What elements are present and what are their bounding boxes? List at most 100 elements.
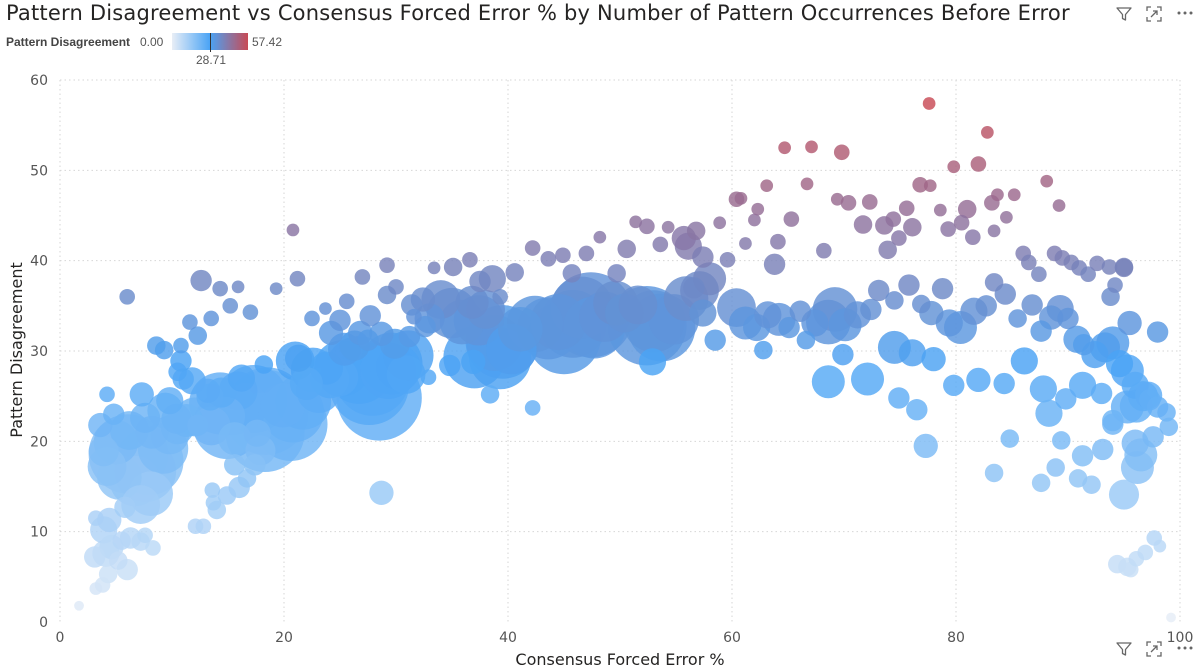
data-point[interactable]	[652, 236, 669, 253]
data-point[interactable]	[129, 382, 154, 407]
data-point[interactable]	[439, 354, 461, 377]
data-point[interactable]	[639, 218, 655, 235]
data-point[interactable]	[224, 454, 246, 476]
data-point[interactable]	[1007, 188, 1021, 202]
data-point[interactable]	[89, 582, 103, 595]
data-point[interactable]	[984, 273, 1004, 292]
data-point[interactable]	[1031, 266, 1047, 283]
data-point[interactable]	[898, 200, 915, 217]
data-point[interactable]	[156, 387, 184, 415]
data-point[interactable]	[953, 214, 970, 231]
data-point[interactable]	[931, 277, 954, 300]
data-point[interactable]	[860, 298, 882, 321]
data-point[interactable]	[540, 251, 557, 267]
data-point[interactable]	[231, 280, 245, 294]
data-point[interactable]	[912, 176, 928, 193]
data-point[interactable]	[903, 217, 922, 237]
data-point[interactable]	[923, 179, 937, 193]
data-point[interactable]	[173, 337, 189, 354]
data-point[interactable]	[204, 482, 221, 498]
data-point[interactable]	[218, 422, 252, 456]
data-point[interactable]	[289, 270, 306, 287]
data-point[interactable]	[975, 295, 997, 317]
data-point[interactable]	[1092, 438, 1114, 461]
data-point[interactable]	[1166, 612, 1176, 623]
data-point[interactable]	[638, 348, 667, 376]
data-point[interactable]	[480, 385, 500, 404]
data-point[interactable]	[1029, 375, 1057, 403]
data-point[interactable]	[1072, 333, 1095, 356]
data-point[interactable]	[1052, 431, 1071, 450]
data-point[interactable]	[99, 386, 115, 403]
data-point[interactable]	[88, 436, 119, 467]
data-point[interactable]	[970, 156, 987, 172]
data-point[interactable]	[406, 308, 422, 325]
data-point[interactable]	[1107, 277, 1123, 293]
data-point[interactable]	[1080, 266, 1096, 283]
data-point[interactable]	[778, 141, 791, 155]
data-point[interactable]	[188, 326, 208, 345]
data-point[interactable]	[524, 400, 541, 416]
data-point[interactable]	[947, 160, 961, 174]
data-point[interactable]	[1157, 403, 1176, 422]
data-point[interactable]	[800, 177, 814, 191]
data-point[interactable]	[112, 531, 131, 550]
data-point[interactable]	[1101, 259, 1118, 275]
data-point[interactable]	[981, 126, 994, 139]
data-point[interactable]	[861, 194, 878, 210]
data-point[interactable]	[269, 282, 283, 296]
data-point[interactable]	[1040, 174, 1054, 188]
filter-icon[interactable]	[1116, 6, 1132, 25]
data-point[interactable]	[388, 279, 404, 295]
data-point[interactable]	[1021, 254, 1037, 271]
data-point[interactable]	[1055, 388, 1077, 410]
data-point[interactable]	[734, 191, 748, 205]
data-point[interactable]	[1089, 255, 1105, 272]
data-point[interactable]	[1057, 307, 1079, 330]
data-point[interactable]	[359, 305, 381, 327]
data-point[interactable]	[891, 230, 907, 246]
data-point[interactable]	[187, 518, 204, 535]
data-point[interactable]	[1114, 257, 1134, 277]
data-point[interactable]	[74, 600, 84, 611]
data-point[interactable]	[851, 362, 885, 396]
data-point[interactable]	[832, 343, 854, 366]
data-point[interactable]	[420, 369, 437, 385]
data-point[interactable]	[593, 230, 607, 244]
data-point[interactable]	[618, 285, 658, 325]
data-point[interactable]	[739, 237, 752, 250]
data-point[interactable]	[789, 300, 812, 322]
more-options-icon[interactable]	[1176, 5, 1194, 24]
data-point[interactable]	[187, 414, 209, 436]
data-point[interactable]	[1102, 413, 1124, 435]
data-point[interactable]	[898, 339, 926, 367]
data-point[interactable]	[97, 507, 122, 533]
data-point[interactable]	[805, 140, 818, 154]
data-point[interactable]	[1030, 320, 1052, 342]
data-point[interactable]	[1035, 399, 1063, 427]
data-point[interactable]	[1117, 310, 1142, 336]
data-point[interactable]	[704, 329, 726, 351]
data-point[interactable]	[1008, 309, 1027, 328]
data-point[interactable]	[369, 480, 394, 505]
data-point[interactable]	[254, 355, 274, 374]
data-point[interactable]	[1090, 382, 1113, 405]
data-point[interactable]	[217, 486, 237, 505]
data-point[interactable]	[840, 195, 857, 211]
data-point[interactable]	[943, 374, 965, 397]
data-point[interactable]	[386, 355, 426, 394]
data-point[interactable]	[114, 496, 136, 518]
data-point[interactable]	[898, 274, 920, 296]
data-point[interactable]	[1010, 347, 1038, 375]
data-point[interactable]	[119, 289, 135, 305]
data-point[interactable]	[203, 310, 219, 327]
data-point[interactable]	[492, 289, 508, 305]
data-point[interactable]	[763, 253, 786, 275]
data-point[interactable]	[379, 257, 395, 273]
data-point[interactable]	[770, 233, 786, 250]
data-point[interactable]	[751, 202, 765, 216]
data-point[interactable]	[354, 269, 371, 285]
data-point[interactable]	[913, 433, 938, 458]
data-point[interactable]	[987, 224, 1001, 238]
data-point[interactable]	[783, 211, 800, 227]
